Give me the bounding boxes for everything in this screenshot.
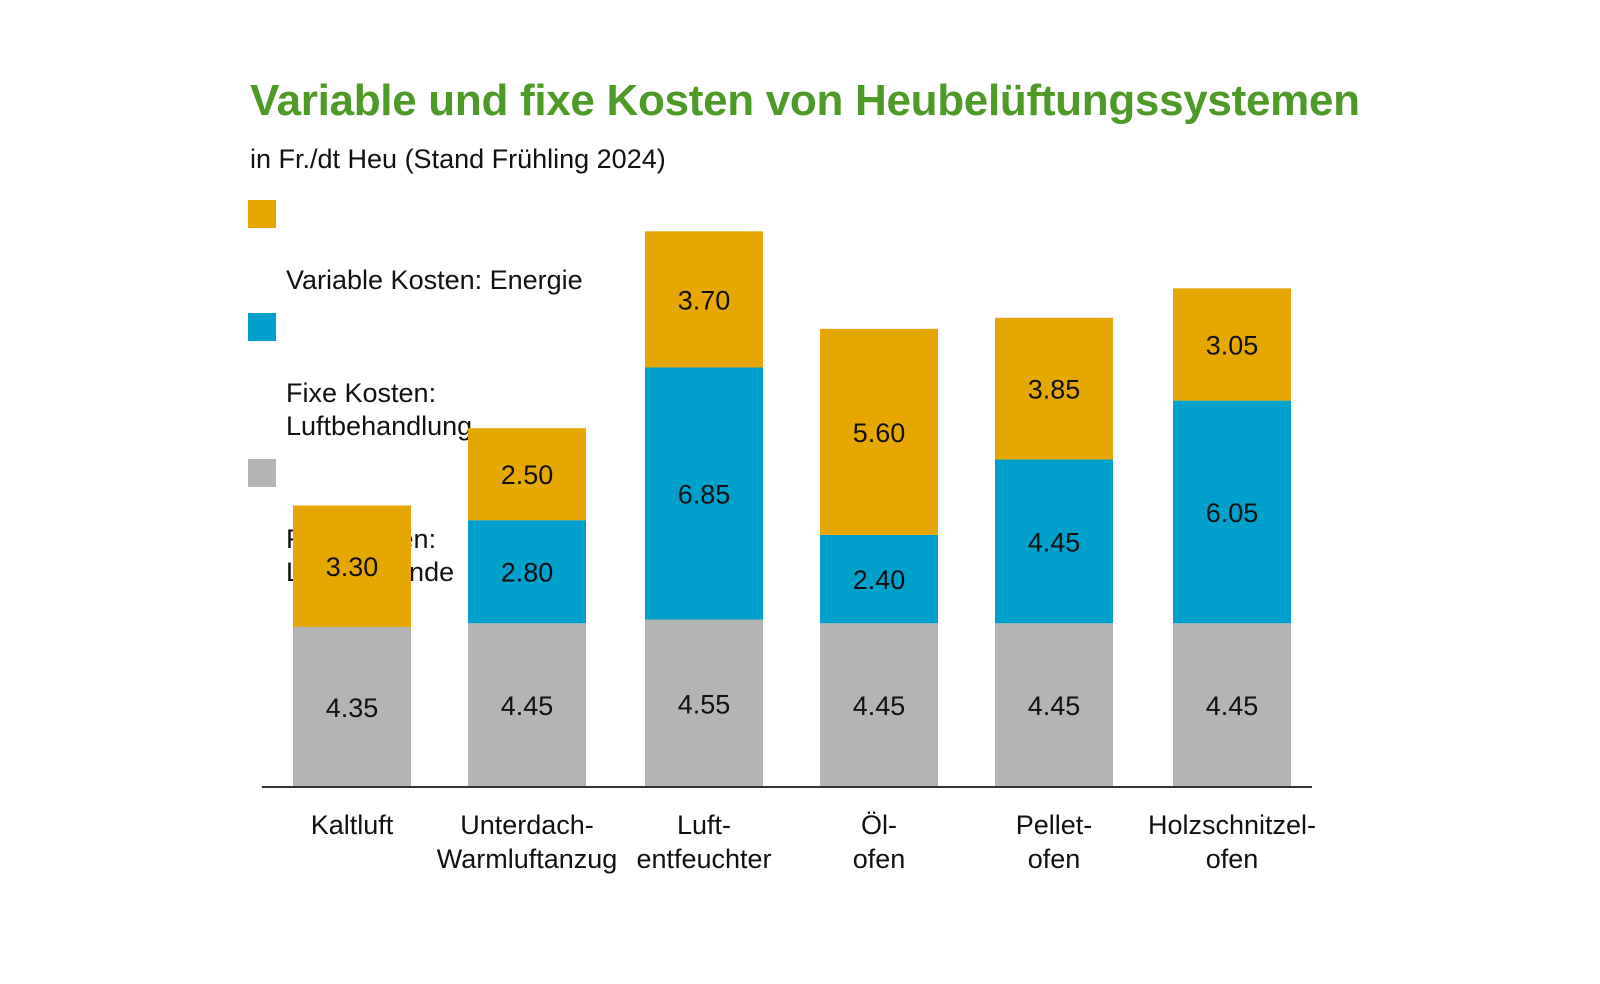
data-label: 6.85 [678,480,731,510]
x-tick-label: ofen [1028,844,1081,874]
x-tick-label: Luft- [677,810,731,840]
bar-segment [995,623,1113,787]
legend-swatch-energie [248,200,276,228]
data-label: 4.45 [853,691,906,721]
data-label: 3.30 [326,552,379,582]
bar-segment [995,459,1113,624]
x-tick-label: Unterdach- [460,810,594,840]
bar-segment [1173,288,1291,401]
bar-segment [995,317,1113,460]
x-tick-label: ofen [1206,844,1259,874]
data-label: 3.05 [1206,330,1259,360]
data-label: 4.45 [501,691,554,721]
bar-segment [293,626,411,787]
bar-segment [468,428,586,521]
data-label: 6.05 [1206,498,1259,528]
bar-segment [645,231,763,368]
data-label: 4.55 [678,689,731,719]
bar-segment [645,619,763,787]
bar-segment [820,534,938,624]
data-label: 5.60 [853,418,906,448]
x-tick-label: Öl- [861,810,897,840]
legend-item-energie: Variable Kosten: Energie [248,198,583,297]
data-label: 3.70 [678,285,731,315]
x-tick-label: Pellet- [1016,810,1093,840]
data-label: 2.40 [853,565,906,595]
x-tick-label: Holzschnitzel- [1148,810,1316,840]
legend-swatch-luefter [248,459,276,487]
x-tick-label: ofen [853,844,906,874]
data-label: 2.80 [501,558,554,588]
data-label: 4.45 [1206,691,1259,721]
x-tick-label: Warmluftanzug [437,844,618,874]
data-label: 2.50 [501,460,554,490]
legend-label-luftbehandlung: Fixe Kosten: Luftbehandlung [286,378,473,441]
bar-segment [820,328,938,535]
bar-segment [1173,400,1291,624]
chart-title: Variable und fixe Kosten von Heubelüftun… [250,76,1360,125]
bar-segment [645,367,763,620]
legend-item-luftbehandlung: Fixe Kosten: Luftbehandlung [248,311,583,443]
data-label: 4.45 [1028,527,1081,557]
bar-segment [293,505,411,627]
x-tick-label: entfeuchter [636,844,771,874]
bar-segment [468,520,586,624]
legend-label-energie: Variable Kosten: Energie [286,265,583,295]
bar-segment [820,623,938,787]
data-label: 3.85 [1028,375,1081,405]
bar-segment [468,623,586,787]
data-label: 4.45 [1028,691,1081,721]
legend-swatch-luftbehandlung [248,313,276,341]
chart-subtitle: in Fr./dt Heu (Stand Frühling 2024) [250,144,666,174]
bar-segment [1173,623,1291,787]
data-label: 4.35 [326,693,379,723]
x-tick-label: Kaltluft [311,810,394,840]
